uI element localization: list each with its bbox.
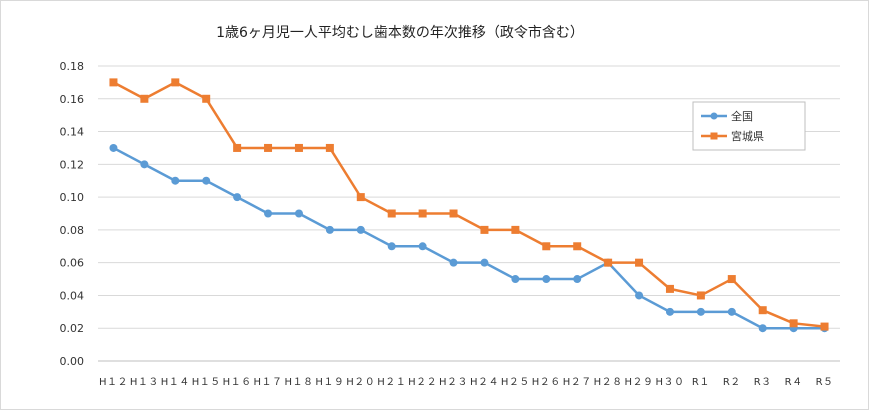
x-tick-label: H２５ [501, 377, 530, 388]
data-point [325, 225, 334, 234]
x-tick-label: H２０ [346, 377, 375, 388]
data-point [140, 94, 149, 103]
legend-marker [710, 112, 718, 120]
data-point [542, 242, 551, 251]
data-point [635, 291, 644, 300]
x-tick-label: H１３ [130, 377, 159, 388]
y-tick-label: 0.04 [60, 289, 85, 302]
y-tick-label: 0.10 [60, 191, 85, 204]
data-point [727, 275, 736, 284]
x-tick-label: R２ [723, 377, 741, 388]
x-axis-ticks: H１２ H１３ H１４ H１５ H１６ H１７ H１８ H１９ H２０ H２１ H２２ H２３ H２４ H… [99, 377, 834, 388]
legend-box [692, 101, 806, 151]
data-point [758, 306, 767, 315]
data-point [140, 160, 149, 169]
data-point [233, 143, 242, 152]
data-point [418, 242, 427, 251]
data-point [542, 275, 551, 284]
data-point [665, 284, 674, 293]
data-point [418, 209, 427, 218]
legend-marker [710, 132, 718, 140]
y-tick-label: 0.08 [60, 224, 85, 237]
series-group [109, 78, 829, 333]
data-point [387, 209, 396, 218]
data-point [356, 193, 365, 202]
y-tick-label: 0.02 [60, 322, 85, 335]
y-tick-label: 0.06 [60, 257, 85, 270]
data-point [604, 258, 613, 267]
x-tick-label: H１６ [223, 377, 252, 388]
data-point [264, 209, 273, 218]
data-point [696, 307, 705, 316]
x-tick-label: R１ [692, 377, 710, 388]
x-tick-label: R３ [754, 377, 772, 388]
data-point [511, 225, 520, 234]
legend-label: 宮城県 [731, 129, 764, 143]
data-point [665, 307, 674, 316]
data-point [480, 225, 489, 234]
x-tick-label: H１４ [161, 377, 190, 388]
data-point [511, 275, 520, 284]
x-tick-label: H１８ [284, 377, 313, 388]
data-point [789, 319, 798, 328]
y-tick-label: 0.00 [60, 355, 85, 368]
data-point [109, 143, 118, 152]
series-line-2 [112, 81, 825, 328]
data-point [696, 291, 705, 300]
legend-label: 全国 [731, 109, 753, 123]
x-tick-label: H２３ [439, 377, 468, 388]
x-tick-label: H２１ [377, 377, 406, 388]
data-point [325, 143, 334, 152]
x-tick-label: H１５ [192, 377, 221, 388]
data-point [171, 78, 180, 87]
data-point [202, 176, 211, 185]
chart-title: 1歳6ヶ月児一人平均むし歯本数の年次推移（政令市含む） [216, 24, 584, 41]
data-point [480, 258, 489, 267]
data-point [573, 275, 582, 284]
data-point [758, 324, 767, 333]
x-tick-label: H２７ [563, 377, 592, 388]
data-point [635, 258, 644, 267]
x-tick-label: H１９ [315, 377, 344, 388]
data-point [109, 78, 118, 87]
x-tick-label: H３０ [655, 377, 684, 388]
x-tick-label: H２９ [625, 377, 654, 388]
x-tick-label: H２８ [594, 377, 623, 388]
data-point [294, 143, 303, 152]
x-tick-label: H１２ [99, 377, 128, 388]
data-point [264, 143, 273, 152]
data-point [573, 242, 582, 251]
data-point [233, 193, 242, 202]
data-point [727, 307, 736, 316]
data-point [356, 225, 365, 234]
data-point [449, 258, 458, 267]
series-line-1 [112, 146, 825, 330]
data-point [820, 322, 829, 331]
y-tick-label: 0.16 [60, 93, 85, 106]
x-tick-label: R５ [816, 377, 834, 388]
y-axis-ticks: 0.00 0.02 0.04 0.06 0.08 0.10 0.12 0.14 0.16 0.18 [60, 60, 85, 368]
data-point [202, 94, 211, 103]
x-tick-label: H２６ [532, 377, 561, 388]
y-tick-label: 0.14 [60, 126, 85, 139]
y-tick-label: 0.12 [60, 158, 85, 171]
x-tick-label: H２２ [408, 377, 437, 388]
data-point [449, 209, 458, 218]
x-tick-label: H２４ [470, 377, 499, 388]
data-point [171, 176, 180, 185]
x-tick-label: R４ [785, 377, 803, 388]
gridlines [98, 65, 840, 362]
data-point [387, 242, 396, 251]
data-point [294, 209, 303, 218]
x-tick-label: H１７ [254, 377, 283, 388]
y-tick-label: 0.18 [60, 60, 85, 73]
